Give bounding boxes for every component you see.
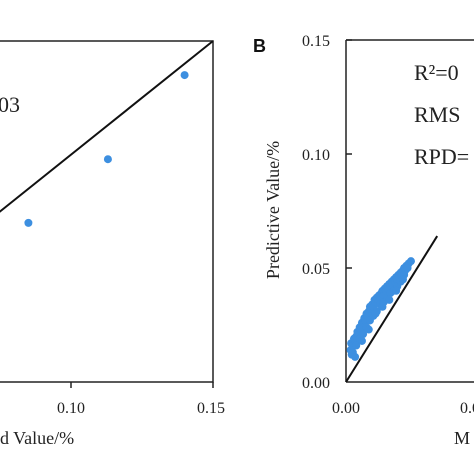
panel-b-label: B xyxy=(253,36,266,56)
panel-b-points xyxy=(346,257,415,361)
panel-a-points xyxy=(24,71,189,227)
panel-b-x-axis-title: M xyxy=(454,428,470,448)
panel-b-data-point xyxy=(359,330,368,339)
panel-a-plot-frame xyxy=(0,40,214,383)
panel-b-y-tick-label: 0.15 xyxy=(302,33,330,50)
panel-b-data-point xyxy=(352,341,361,350)
panel-a-annotation: 03 xyxy=(0,92,20,117)
panel-b-rpd-label: RPD= xyxy=(414,144,469,169)
panel-a-x-axis-title: d Value/% xyxy=(0,428,74,448)
panel-b-data-point xyxy=(385,295,394,304)
panel-a-x-tick-label: 0.15 xyxy=(197,400,225,417)
panel-b-y-tick-label: 0.00 xyxy=(302,375,330,392)
panel-a: 03 0.10 0.15 d Value/% xyxy=(0,40,225,448)
panel-b-x-ticks: 0.00 0.0 xyxy=(332,400,474,417)
panel-a-data-point xyxy=(103,155,112,164)
panel-b-data-point xyxy=(399,275,407,284)
panel-a-data-point xyxy=(24,218,33,227)
panel-b-y-tick-label: 0.10 xyxy=(302,147,330,164)
panel-b-y-ticks: 0.15 0.10 0.05 0.00 xyxy=(302,33,352,392)
panel-b-data-point xyxy=(357,336,366,345)
panel-b: B 0.15 0.10 0.05 0.00 0.00 0.0 M Predict… xyxy=(253,33,474,448)
panel-b-x-tick-label: 0.00 xyxy=(332,400,360,417)
panel-b-data-point xyxy=(406,257,415,266)
panel-b-data-point xyxy=(378,302,387,311)
panel-b-r2-label: R²=0 xyxy=(414,60,459,85)
panel-b-x-tick-label: 0.0 xyxy=(460,400,474,417)
panel-b-data-point xyxy=(351,352,360,361)
panel-a-x-tick-label: 0.10 xyxy=(57,400,85,417)
panel-b-data-point xyxy=(371,309,380,318)
panel-a-x-tick-labels: 0.10 0.15 xyxy=(57,382,225,417)
panel-b-y-tick-label: 0.05 xyxy=(302,261,330,278)
panel-a-fit-line xyxy=(0,40,214,213)
panel-b-rmse-label: RMS xyxy=(414,102,460,127)
panel-b-fit-line xyxy=(345,235,439,383)
panel-b-y-axis-title: Predictive Value/% xyxy=(263,141,283,279)
panel-b-data-point xyxy=(364,325,373,334)
panel-b-data-point xyxy=(403,264,412,272)
panel-a-data-point xyxy=(180,71,189,80)
panel-b-data-point xyxy=(392,286,401,295)
